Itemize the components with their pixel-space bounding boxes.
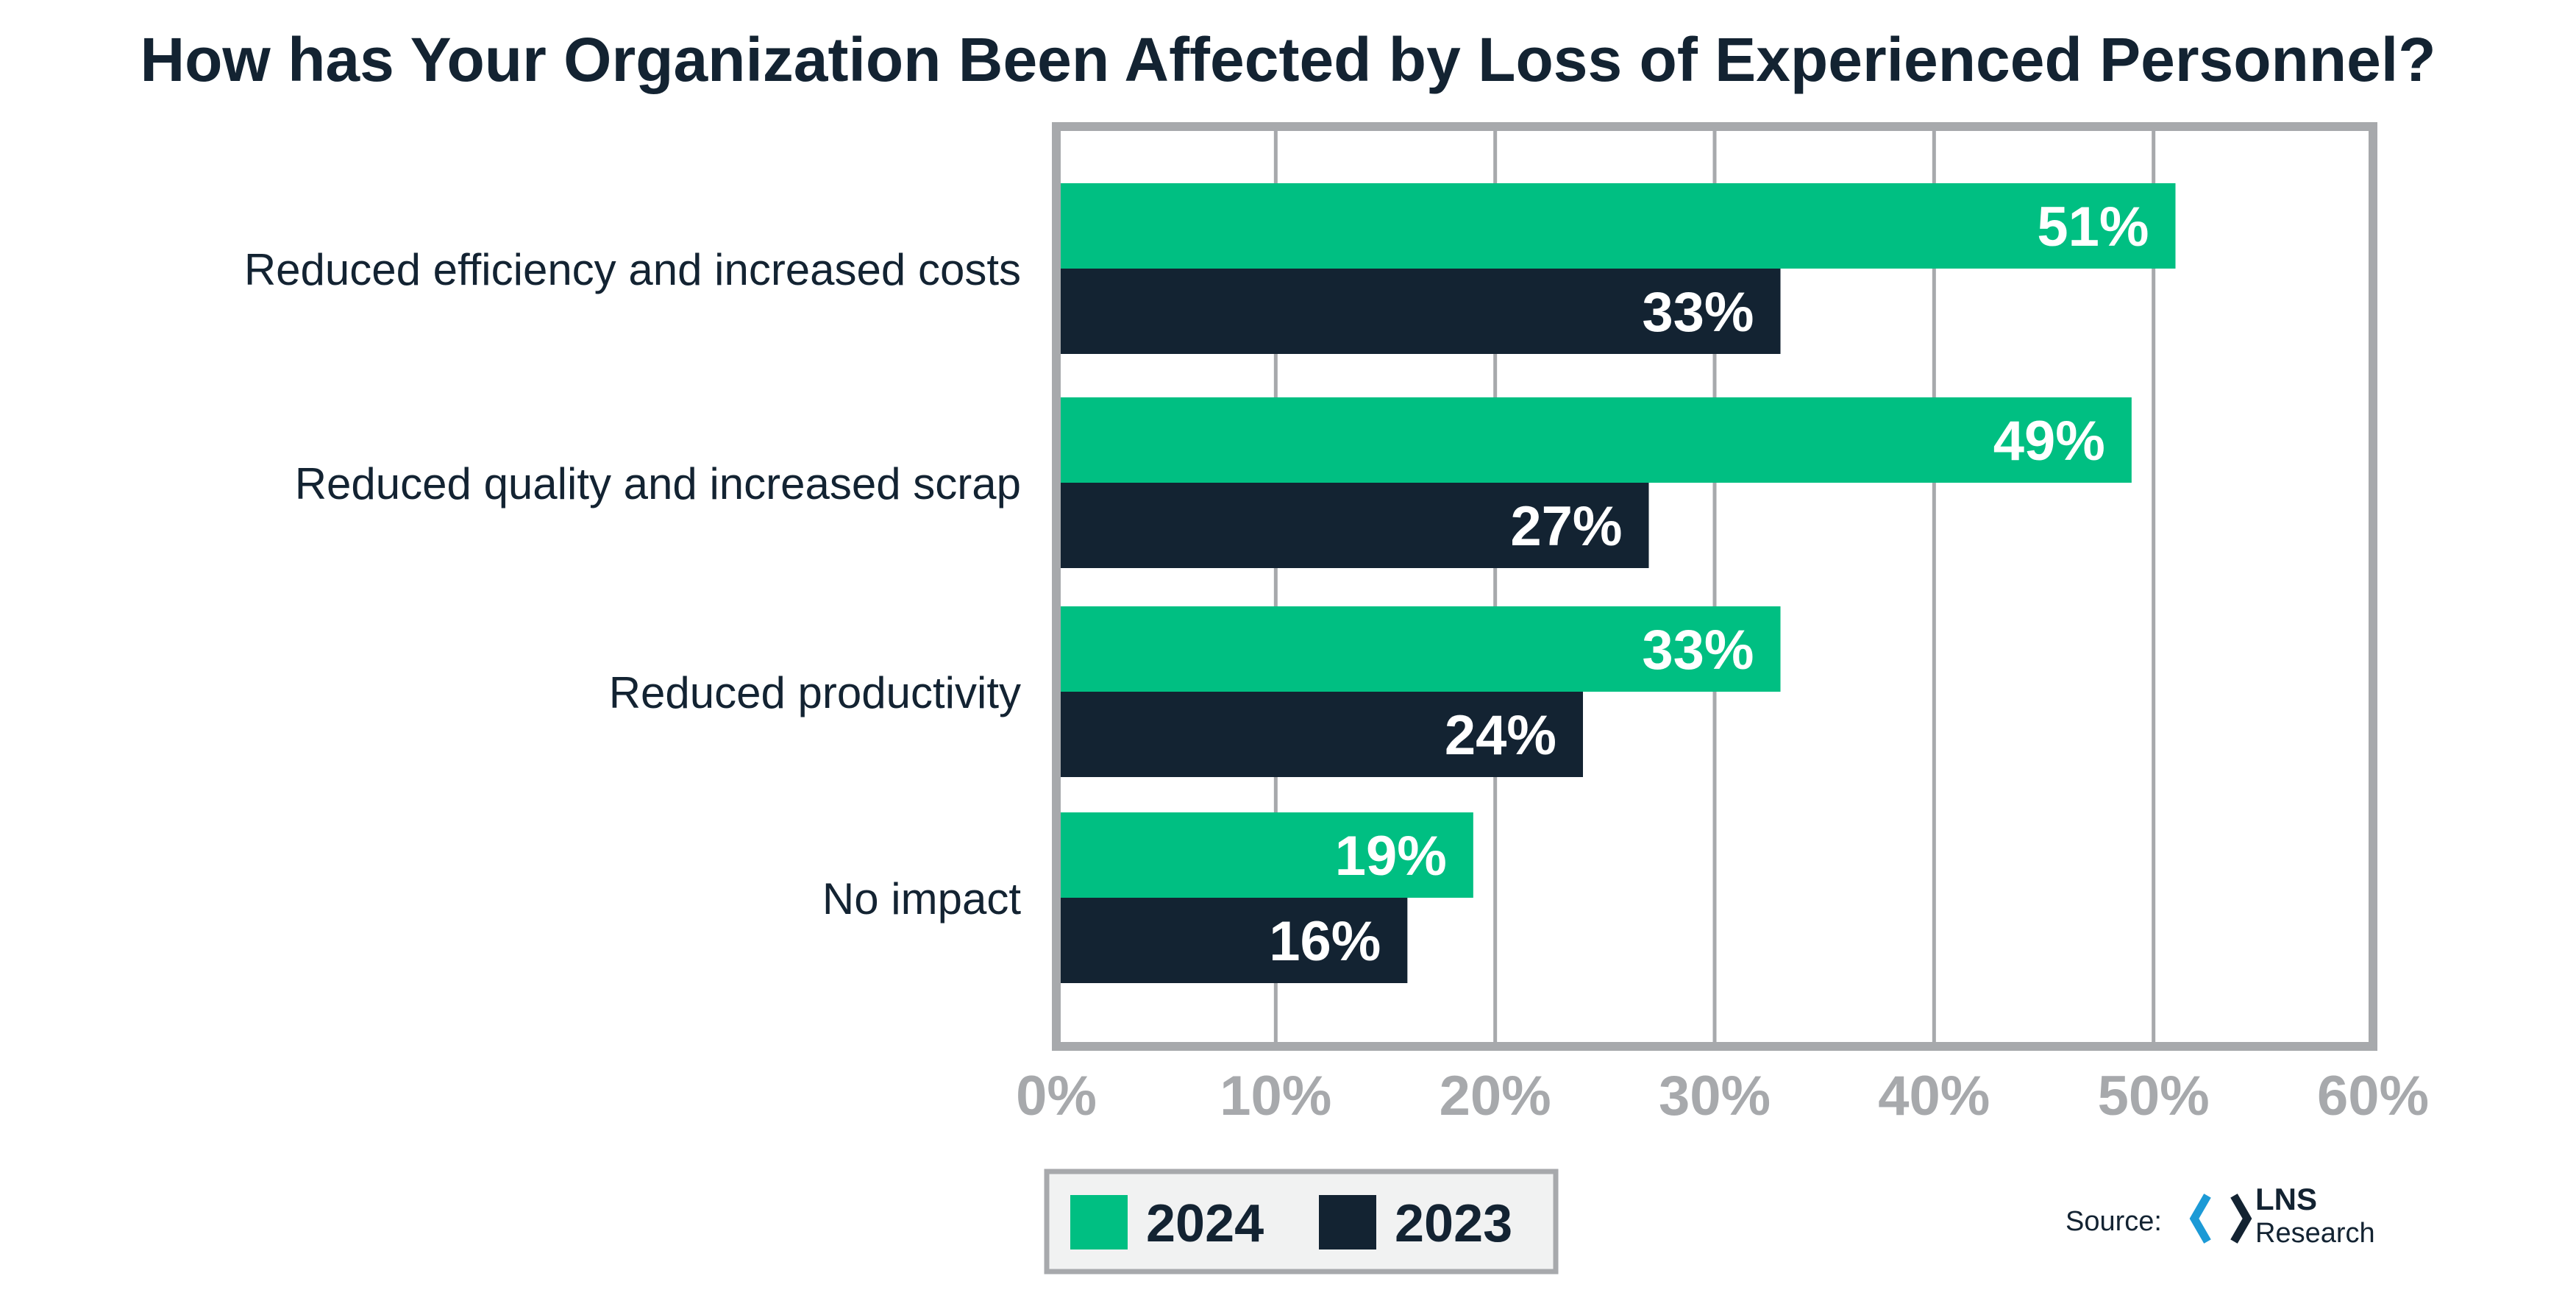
data-label-2023-4: 16% [1269, 910, 1381, 973]
lns-logo-icon [2189, 1194, 2252, 1244]
logo-brand-subtitle: Research [2255, 1218, 2375, 1249]
bar-2023-2 [1056, 483, 1649, 568]
logo-brand-name: LNS [2255, 1182, 2317, 1216]
x-tick-label-40: 40% [1878, 1065, 1990, 1127]
x-tick-label-30: 30% [1659, 1065, 1771, 1127]
category-label-3: Reduced productivity [609, 668, 1021, 717]
category-label-1: Reduced efficiency and increased costs [244, 245, 1021, 294]
legend-label-2023: 2023 [1395, 1194, 1512, 1253]
x-tick-label-60: 60% [2317, 1065, 2429, 1127]
bar-2023-1 [1056, 269, 1781, 354]
category-label-2: Reduced quality and increased scrap [295, 459, 1021, 508]
logo-hex-right [2230, 1194, 2252, 1244]
data-label-2023-1: 33% [1642, 281, 1754, 344]
data-label-2024-4: 19% [1335, 825, 1447, 887]
category-label-4: No impact [822, 874, 1021, 924]
bar-2024-4 [1056, 812, 1473, 898]
data-label-2023-2: 27% [1510, 495, 1622, 558]
bar-2023-4 [1056, 898, 1408, 983]
bar-2024-2 [1056, 397, 2132, 483]
plot-frame [1052, 122, 2377, 1051]
x-tick-label-50: 50% [2098, 1065, 2210, 1127]
x-tick-label-20: 20% [1440, 1065, 1551, 1127]
data-label-2024-3: 33% [1642, 619, 1754, 681]
data-label-2024-2: 49% [1993, 410, 2105, 472]
bar-2023-3 [1056, 692, 1583, 777]
chart-title: How has Your Organization Been Affected … [140, 25, 2436, 94]
x-tick-label-10: 10% [1220, 1065, 1331, 1127]
x-tick-label-0: 0% [1016, 1065, 1097, 1127]
bar-2024-1 [1056, 183, 2176, 269]
legend-label-2024: 2024 [1146, 1194, 1264, 1253]
legend-swatch-2024 [1070, 1195, 1128, 1249]
source-label: Source: [2066, 1206, 2162, 1237]
logo-hex-left [2189, 1194, 2211, 1244]
data-label-2024-1: 51% [2037, 196, 2149, 258]
bar-2024-3 [1056, 606, 1781, 692]
legend-swatch-2023 [1319, 1195, 1376, 1249]
legend-box [1044, 1169, 1559, 1275]
data-label-2023-3: 24% [1445, 704, 1556, 767]
